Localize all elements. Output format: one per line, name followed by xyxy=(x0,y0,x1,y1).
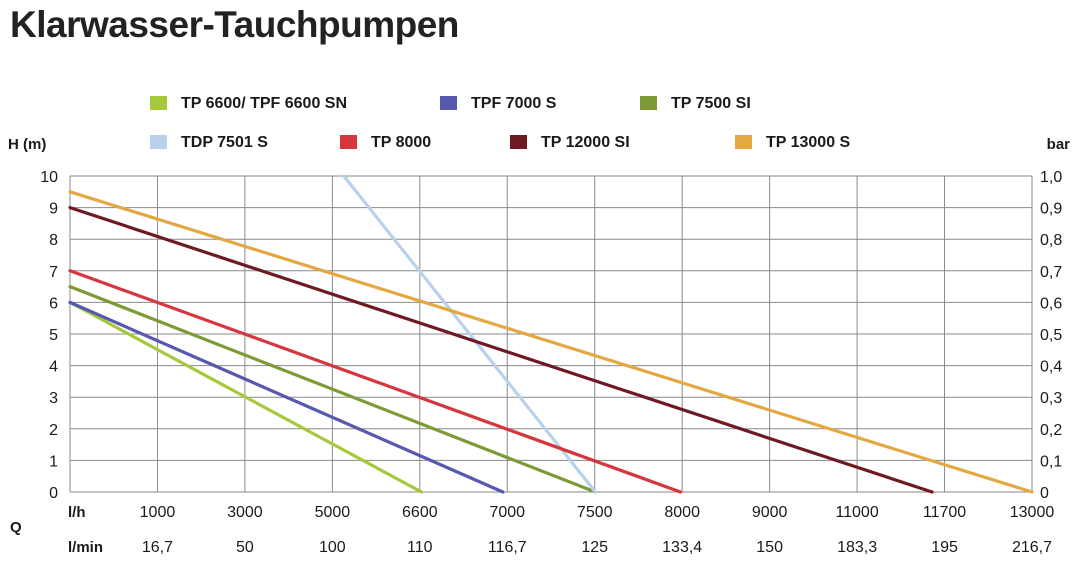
legend-swatch xyxy=(150,96,167,110)
y-tick-left: 7 xyxy=(49,264,58,281)
y-tick-left: 6 xyxy=(49,295,58,312)
legend-label: TP 6600/ TPF 6600 SN xyxy=(181,95,347,112)
series-line xyxy=(68,300,424,494)
series-line xyxy=(68,206,934,494)
x-tick-lh: 3000 xyxy=(227,504,263,521)
x-tick-lh: 9000 xyxy=(752,504,788,521)
y-tick-right: 0,9 xyxy=(1040,201,1062,218)
y-tick-left: 1 xyxy=(49,453,58,470)
x-tick-lh: 11700 xyxy=(923,504,966,521)
y-tick-right: 0,5 xyxy=(1040,327,1062,344)
x-tick-lh: 7500 xyxy=(577,504,613,521)
legend-label: TDP 7501 S xyxy=(181,134,268,151)
y-tick-right: 0,1 xyxy=(1040,453,1062,470)
x-tick-lmin: 116,7 xyxy=(488,539,527,556)
x-tick-lmin: 125 xyxy=(581,539,608,556)
x-tick-lh: 13000 xyxy=(1010,504,1055,521)
x-tick-lmin: 16,7 xyxy=(142,539,173,556)
series-line xyxy=(68,285,598,494)
chart-title: Klarwasser-Tauchpumpen xyxy=(10,4,459,45)
series-line xyxy=(68,300,505,494)
x-tick-lmin: 50 xyxy=(236,539,254,556)
y-tick-left: 9 xyxy=(49,201,58,218)
y-tick-right: 0 xyxy=(1040,485,1049,502)
series-line xyxy=(342,174,598,494)
legend-swatch xyxy=(340,135,357,149)
legend-layer: TP 6600/ TPF 6600 SN TPF 7000 S TP 7500 SI… xyxy=(150,95,851,151)
legend-swatch xyxy=(735,135,752,149)
legend-label: TP 7500 SI xyxy=(671,95,751,112)
legend-label: TP 8000 xyxy=(371,134,431,151)
y-tick-left: 10 xyxy=(40,169,58,186)
y-tick-right: 0,2 xyxy=(1040,422,1062,439)
y-tick-right: 0,4 xyxy=(1040,359,1062,376)
y-tick-right: 0,8 xyxy=(1040,232,1062,249)
series-layer xyxy=(68,174,1034,494)
y-axis-label-right: bar xyxy=(1047,136,1071,153)
legend-swatch xyxy=(640,96,657,110)
y-tick-right: 1,0 xyxy=(1040,169,1062,186)
x-tick-lmin: 110 xyxy=(407,539,433,556)
y-tick-left: 5 xyxy=(49,327,58,344)
x-tick-lh: 5000 xyxy=(315,504,351,521)
axis-layer: 01234567891000,10,20,30,40,50,60,70,80,9… xyxy=(8,136,1070,556)
x-tick-lh: 11000 xyxy=(835,504,878,521)
y-tick-right: 0,3 xyxy=(1040,390,1062,407)
x-tick-lmin: 150 xyxy=(756,539,783,556)
x-tick-lmin: 100 xyxy=(319,539,346,556)
legend-label: TPF 7000 S xyxy=(471,95,557,112)
y-tick-right: 0,7 xyxy=(1040,264,1062,281)
x-row2-unit: l/min xyxy=(68,539,103,556)
legend-label: TP 13000 S xyxy=(766,134,851,151)
y-tick-left: 4 xyxy=(49,359,58,376)
grid-layer xyxy=(69,175,1033,493)
y-tick-left: 3 xyxy=(49,390,58,407)
x-tick-lh: 1000 xyxy=(140,504,176,521)
x-tick-lmin: 183,3 xyxy=(837,539,877,556)
x-tick-lh: 6600 xyxy=(402,504,438,521)
series-line xyxy=(68,269,683,494)
x-tick-lmin: 133,4 xyxy=(662,539,702,556)
x-tick-lh: 8000 xyxy=(664,504,700,521)
x-tick-lmin: 195 xyxy=(931,539,958,556)
x-row1-unit: l/h xyxy=(68,504,86,521)
x-axis-label: Q xyxy=(10,519,22,536)
legend-swatch xyxy=(510,135,527,149)
y-tick-left: 8 xyxy=(49,232,58,249)
y-tick-right: 0,6 xyxy=(1040,295,1062,312)
legend-swatch xyxy=(150,135,167,149)
y-tick-left: 2 xyxy=(49,422,58,439)
series-line xyxy=(68,190,1034,494)
x-tick-lmin: 216,7 xyxy=(1012,539,1052,556)
y-tick-left: 0 xyxy=(49,485,58,502)
legend-label: TP 12000 SI xyxy=(541,134,630,151)
legend-swatch xyxy=(440,96,457,110)
y-axis-label-left: H (m) xyxy=(8,136,46,153)
x-tick-lh: 7000 xyxy=(489,504,525,521)
